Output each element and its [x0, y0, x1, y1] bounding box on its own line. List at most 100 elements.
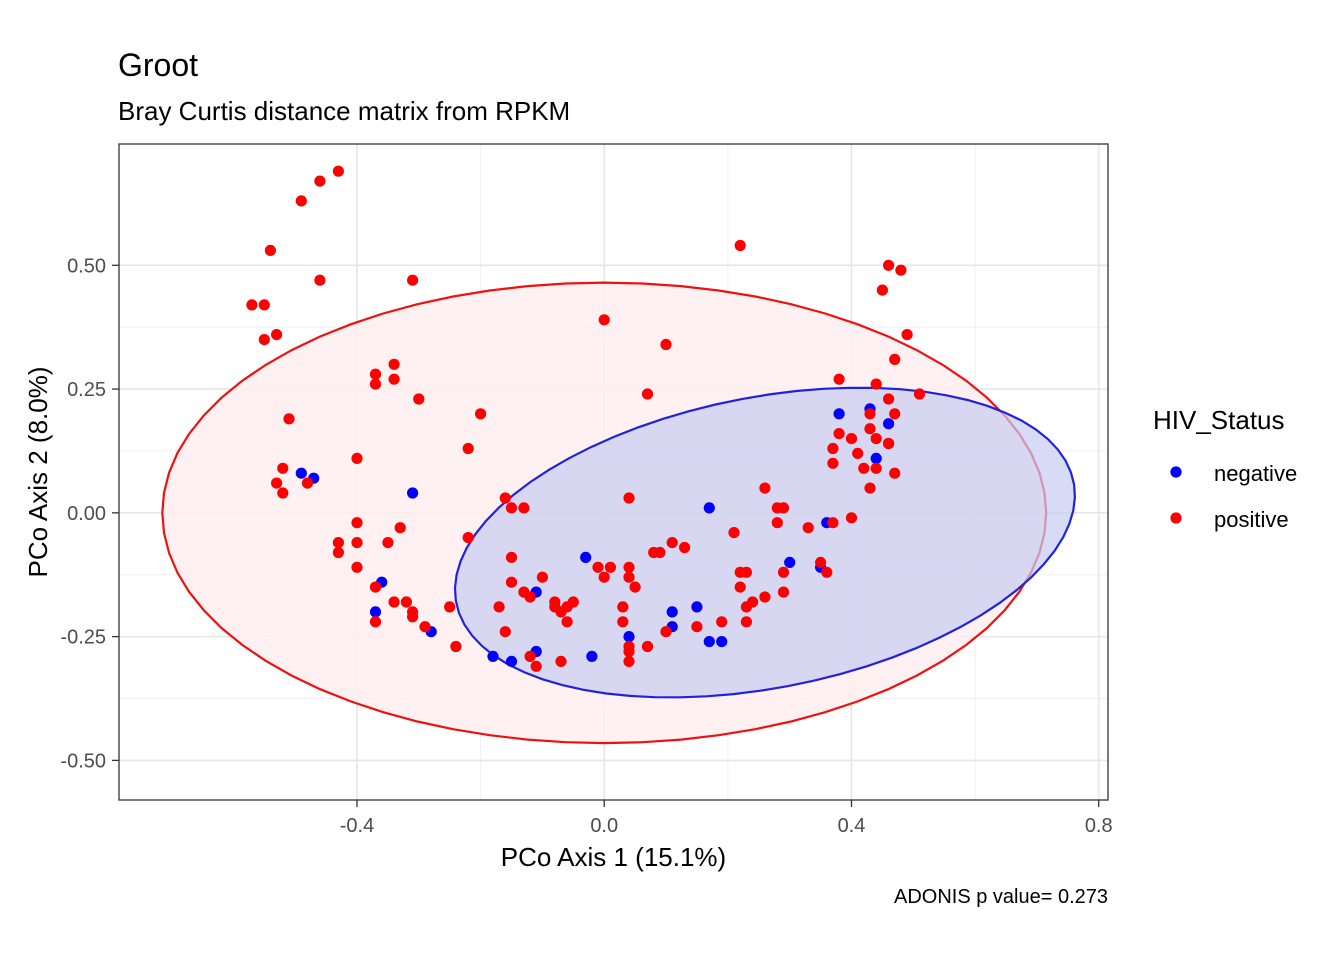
point-negative	[586, 650, 598, 663]
point-positive	[505, 551, 518, 564]
y-axis-label: PCo Axis 2 (8.0%)	[23, 367, 53, 578]
point-positive	[666, 537, 678, 549]
point-negative	[666, 606, 678, 618]
point-positive	[901, 329, 913, 341]
point-positive	[413, 393, 425, 405]
point-negative	[487, 650, 499, 663]
point-positive	[771, 517, 783, 529]
point-positive	[815, 556, 827, 569]
point-positive	[518, 502, 530, 514]
point-positive	[759, 482, 771, 494]
point-positive	[524, 591, 536, 603]
point-positive	[598, 571, 610, 583]
point-positive	[258, 334, 270, 346]
point-positive	[407, 274, 419, 286]
point-positive	[913, 388, 926, 400]
point-positive	[660, 626, 672, 638]
point-positive	[777, 566, 790, 578]
point-positive	[462, 442, 474, 455]
point-positive	[833, 373, 845, 385]
point-negative	[703, 502, 715, 514]
legend-key-positive	[1170, 512, 1182, 524]
point-positive	[369, 616, 382, 628]
axis-layer: -0.4 0.0 0.4 0.8 -0.50 -0.25 0.00 0.25 0.50	[60, 255, 1112, 837]
point-positive	[623, 655, 635, 668]
legend: HIV_Status negative positive	[1153, 405, 1297, 532]
x-tick-label: 0.8	[1085, 815, 1113, 837]
point-negative	[691, 601, 703, 613]
point-positive	[536, 571, 549, 583]
point-positive	[641, 388, 654, 400]
point-positive	[623, 645, 635, 658]
point-positive	[351, 517, 363, 529]
y-tick-label: 0.50	[67, 255, 106, 277]
point-positive	[858, 462, 870, 474]
point-positive	[369, 378, 382, 390]
point-positive	[332, 165, 344, 177]
point-positive	[883, 259, 895, 271]
point-positive	[617, 616, 629, 628]
point-positive	[499, 492, 511, 504]
point-positive	[530, 660, 542, 672]
point-negative	[703, 636, 715, 648]
point-positive	[747, 596, 759, 608]
point-positive	[623, 561, 635, 573]
point-positive	[561, 616, 573, 628]
point-positive	[271, 477, 283, 489]
point-positive	[734, 239, 746, 252]
x-tick-label: -0.4	[340, 815, 374, 837]
point-positive	[450, 640, 462, 653]
point-positive	[505, 502, 518, 514]
point-positive	[277, 487, 289, 499]
legend-title: HIV_Status	[1153, 405, 1285, 435]
point-positive	[654, 546, 666, 559]
point-negative	[295, 467, 307, 479]
point-positive	[351, 537, 363, 549]
point-positive	[369, 581, 382, 593]
point-positive	[864, 482, 876, 494]
chart-subtitle: Bray Curtis distance matrix from RPKM	[118, 96, 570, 126]
legend-key-negative	[1170, 466, 1182, 478]
point-positive	[740, 566, 753, 578]
point-positive	[277, 462, 289, 474]
point-positive	[258, 299, 270, 311]
point-positive	[641, 640, 654, 653]
point-positive	[314, 274, 326, 286]
point-negative	[407, 487, 419, 499]
point-positive	[716, 616, 728, 628]
x-tick-label: 0.0	[590, 815, 618, 837]
point-positive	[821, 566, 833, 578]
point-positive	[332, 546, 344, 559]
point-negative	[505, 655, 518, 668]
x-axis-label: PCo Axis 1 (15.1%)	[501, 842, 726, 872]
point-positive	[499, 626, 511, 638]
point-positive	[301, 477, 314, 489]
point-positive	[314, 175, 326, 187]
point-positive	[691, 621, 703, 633]
point-positive	[870, 462, 882, 474]
point-positive	[845, 433, 858, 445]
point-positive	[827, 442, 839, 455]
point-positive	[759, 591, 771, 603]
point-positive	[852, 447, 864, 459]
point-positive	[332, 537, 344, 549]
point-negative	[833, 408, 845, 420]
panel-border	[118, 143, 1109, 801]
point-positive	[283, 413, 295, 425]
point-positive	[740, 616, 753, 628]
point-positive	[777, 586, 790, 598]
point-negative	[716, 636, 728, 648]
point-negative	[883, 418, 895, 430]
point-positive	[629, 581, 641, 593]
chart-title: Groot	[118, 47, 198, 83]
point-positive	[876, 284, 889, 296]
point-positive	[493, 601, 505, 613]
point-positive	[870, 433, 882, 445]
point-positive	[388, 596, 400, 608]
point-positive	[388, 373, 400, 385]
point-positive	[604, 561, 617, 573]
point-positive	[246, 299, 258, 311]
point-positive	[883, 393, 895, 405]
point-positive	[271, 329, 283, 341]
